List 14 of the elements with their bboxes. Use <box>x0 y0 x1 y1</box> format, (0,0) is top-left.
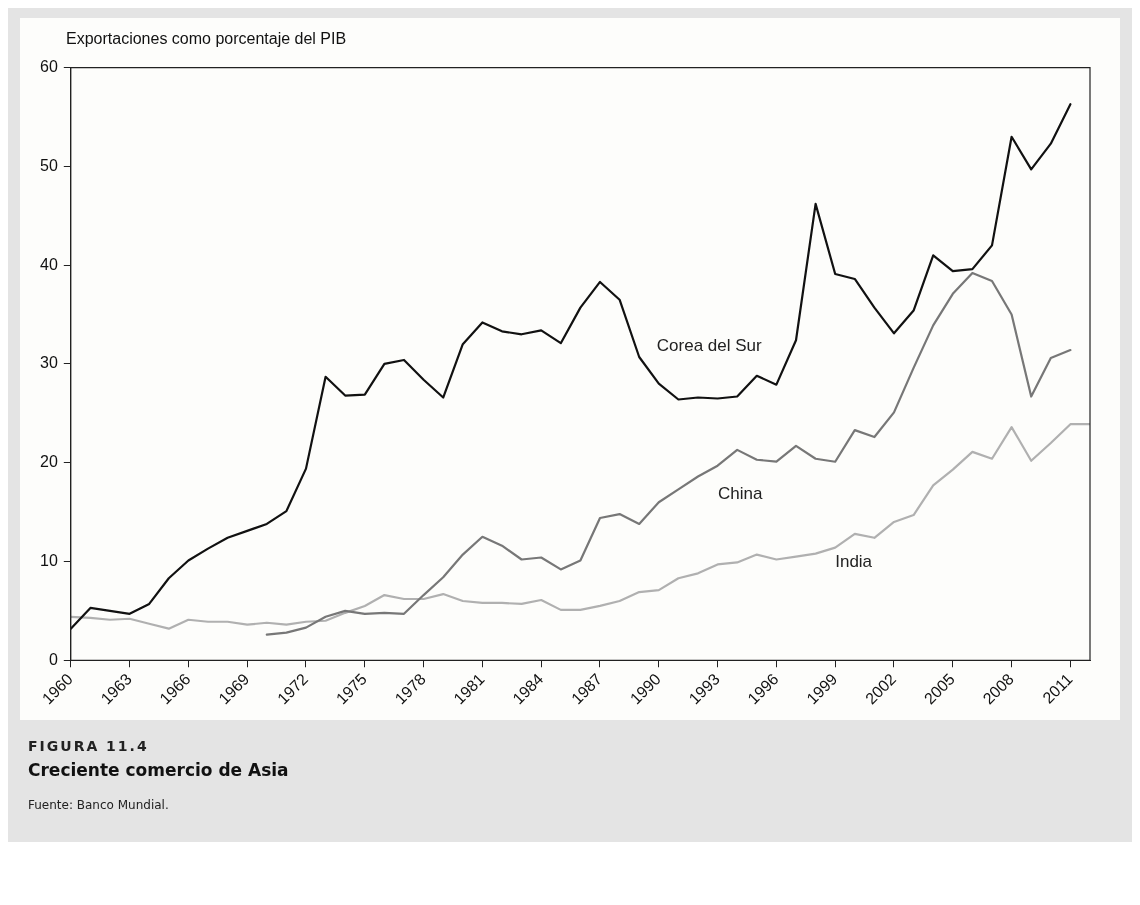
text: FIGURA 11.4 <box>28 738 150 754</box>
y-tick-label: 40 <box>40 255 58 273</box>
y-tick-label: 0 <box>48 650 58 668</box>
text: Creciente comercio de Asia <box>28 760 290 780</box>
series-label: Corea del Sur <box>656 335 763 355</box>
y-tick-label: 50 <box>40 156 58 174</box>
y-tick-label: 20 <box>40 453 58 471</box>
series-label: India <box>835 552 873 572</box>
y-tick-label: 30 <box>40 354 58 372</box>
y-axis-title: Exportaciones como porcentaje del PIB <box>66 30 348 48</box>
y-tick-label: 60 <box>40 58 58 76</box>
series-label: China <box>717 484 763 503</box>
y-tick-label: 10 <box>40 551 58 569</box>
source-note: Fuente: Banco Mundial. <box>28 798 170 812</box>
